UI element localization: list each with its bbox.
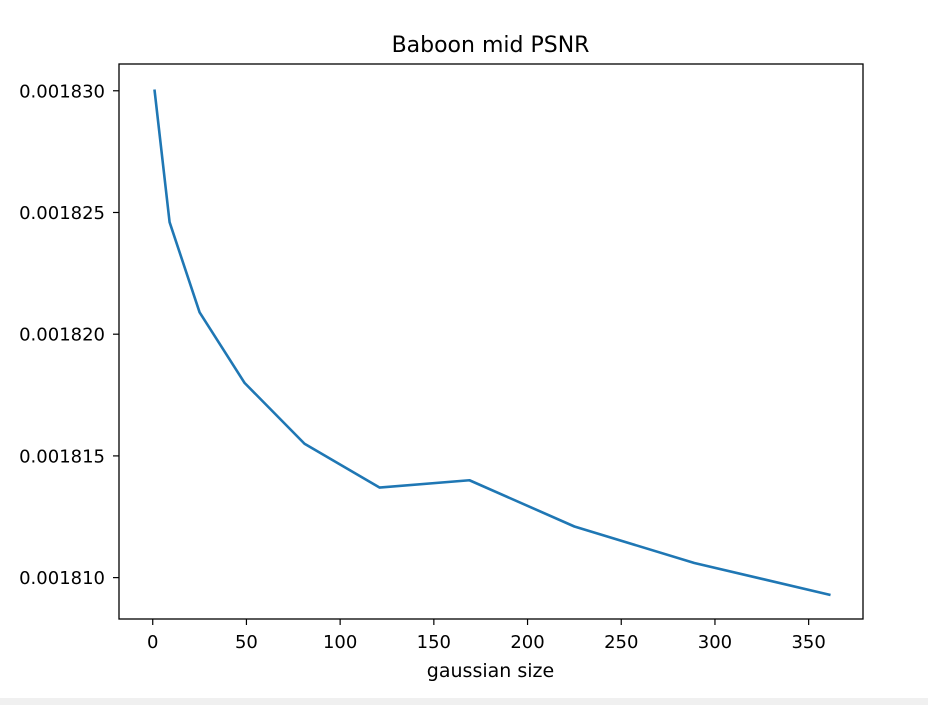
y-tick-label: 0.001810 [19, 568, 105, 589]
y-tick-label: 0.001820 [19, 325, 105, 346]
x-tick-label: 150 [417, 632, 451, 653]
y-axis-ticks: 0.001810 0.001815 0.001820 0.001825 0.001830 [19, 81, 119, 589]
x-tick-label: 350 [791, 632, 825, 653]
y-tick-label: 0.001830 [19, 81, 105, 102]
y-tick-label: 0.001825 [19, 203, 105, 224]
plot-frame [118, 63, 864, 620]
series-layer [153, 89, 831, 597]
y-tick-label: 0.001815 [19, 446, 105, 467]
x-tick-label: 300 [698, 632, 732, 653]
series-line-0 [153, 89, 831, 597]
x-tick-label: 0 [147, 632, 158, 653]
x-tick-label: 200 [510, 632, 544, 653]
x-axis-ticks: 0 50 100 150 200 250 300 350 [147, 619, 826, 653]
x-tick-label: 250 [604, 632, 638, 653]
x-tick-label: 50 [235, 632, 258, 653]
x-tick-label: 100 [323, 632, 357, 653]
chart-title: Baboon mid PSNR [392, 33, 590, 58]
x-axis-label: gaussian size [427, 660, 554, 682]
